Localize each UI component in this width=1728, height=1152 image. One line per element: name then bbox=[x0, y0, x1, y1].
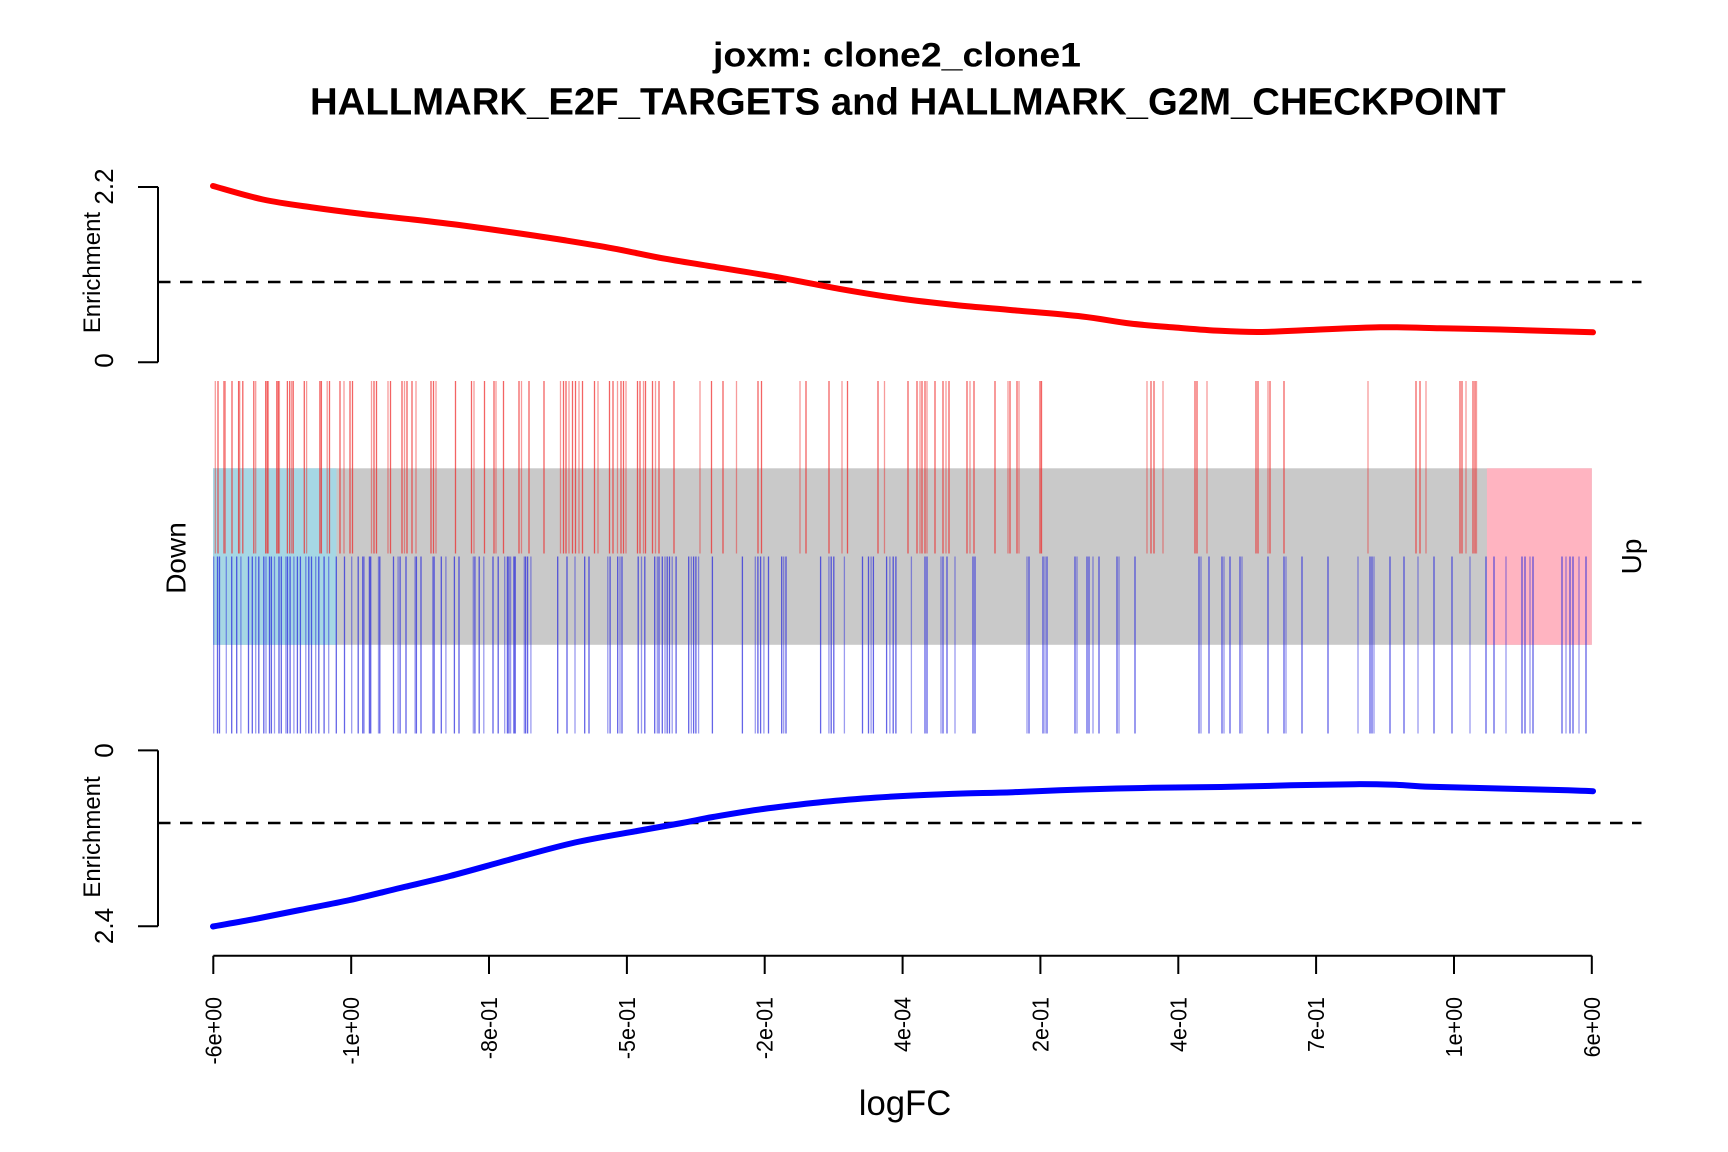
svg-text:4e-04: 4e-04 bbox=[890, 997, 916, 1052]
svg-text:Enrichment: Enrichment bbox=[79, 212, 106, 334]
svg-text:0: 0 bbox=[89, 743, 119, 757]
svg-text:-2e-01: -2e-01 bbox=[752, 997, 778, 1059]
svg-text:joxm: clone2_clone1: joxm: clone2_clone1 bbox=[712, 37, 1081, 75]
svg-text:2.4: 2.4 bbox=[89, 908, 119, 944]
svg-text:-6e+00: -6e+00 bbox=[200, 997, 226, 1065]
svg-text:Enrichment: Enrichment bbox=[79, 776, 106, 898]
svg-text:-5e-01: -5e-01 bbox=[614, 997, 640, 1059]
svg-text:1e+00: 1e+00 bbox=[1441, 997, 1467, 1057]
svg-text:7e-01: 7e-01 bbox=[1303, 997, 1329, 1052]
svg-text:Down: Down bbox=[161, 522, 192, 594]
svg-text:Up: Up bbox=[1616, 539, 1647, 575]
svg-text:logFC: logFC bbox=[859, 1084, 952, 1123]
svg-text:6e+00: 6e+00 bbox=[1579, 997, 1605, 1057]
svg-text:0: 0 bbox=[89, 353, 119, 367]
svg-text:4e-01: 4e-01 bbox=[1165, 997, 1191, 1052]
svg-text:-1e+00: -1e+00 bbox=[338, 997, 364, 1065]
svg-text:2.2: 2.2 bbox=[89, 168, 119, 204]
svg-text:-8e-01: -8e-01 bbox=[476, 997, 502, 1059]
svg-text:2e-01: 2e-01 bbox=[1027, 997, 1053, 1052]
svg-text:HALLMARK_E2F_TARGETS and HALLM: HALLMARK_E2F_TARGETS and HALLMARK_G2M_CH… bbox=[310, 82, 1506, 124]
